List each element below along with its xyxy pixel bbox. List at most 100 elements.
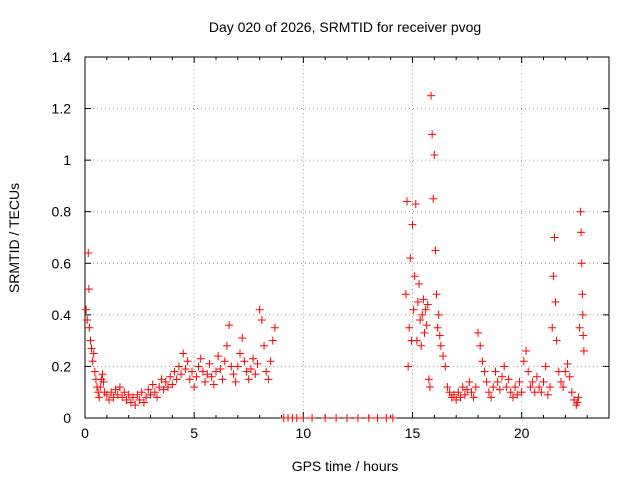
data-point — [439, 352, 448, 361]
data-point — [244, 375, 253, 384]
data-point — [174, 362, 183, 371]
data-point — [137, 388, 146, 397]
x-tick-label: 15 — [405, 425, 421, 441]
data-point — [207, 372, 216, 381]
data-point — [452, 395, 461, 404]
data-point — [476, 341, 485, 350]
data-point — [115, 383, 124, 392]
data-point — [131, 401, 140, 410]
data-point — [214, 352, 223, 361]
y-tick-label: 1.2 — [52, 101, 72, 117]
data-point — [445, 388, 454, 397]
data-point — [364, 414, 373, 422]
data-point — [419, 295, 428, 304]
data-point — [491, 367, 500, 376]
data-point — [500, 362, 509, 371]
data-point — [535, 383, 544, 392]
data-point — [177, 370, 186, 379]
data-point — [498, 372, 507, 381]
data-point — [212, 367, 220, 376]
data-point — [549, 272, 558, 281]
data-point — [493, 377, 502, 386]
data-point — [517, 388, 526, 397]
data-point — [135, 395, 144, 404]
data-point — [578, 290, 587, 299]
gridlines — [85, 57, 609, 418]
x-tick-label: 5 — [190, 425, 198, 441]
data-point — [95, 393, 104, 402]
data-point — [222, 341, 231, 350]
data-point — [478, 357, 487, 366]
data-point — [266, 357, 275, 366]
data-point — [172, 375, 181, 384]
data-point — [201, 377, 210, 386]
data-point — [508, 393, 517, 402]
data-point — [482, 377, 491, 386]
data-point — [98, 370, 107, 379]
data-point — [577, 228, 586, 237]
data-point — [430, 150, 439, 159]
data-point — [89, 349, 98, 358]
data-point — [433, 323, 442, 332]
data-point — [257, 316, 266, 325]
data-point — [181, 365, 190, 374]
data-point — [567, 388, 576, 397]
data-points — [82, 91, 588, 422]
data-point — [203, 370, 212, 379]
data-point — [142, 393, 151, 402]
data-point — [238, 334, 247, 343]
data-point — [146, 390, 155, 399]
data-point — [236, 349, 245, 358]
data-point — [412, 336, 421, 345]
data-point — [144, 385, 153, 394]
data-point — [548, 323, 557, 332]
data-point — [458, 383, 467, 392]
data-point — [559, 383, 568, 392]
data-point — [107, 388, 116, 397]
data-point — [139, 398, 148, 407]
data-point — [434, 310, 443, 319]
chart-title: Day 020 of 2026, SRMTID for receiver pvo… — [209, 19, 481, 35]
x-axis-label: GPS time / hours — [292, 458, 399, 474]
data-point — [575, 323, 584, 332]
data-point — [422, 321, 431, 330]
x-tick-label: 20 — [514, 425, 530, 441]
data-point — [194, 362, 203, 371]
data-point — [484, 388, 493, 397]
data-point — [205, 359, 214, 368]
data-point — [209, 380, 218, 389]
y-tick-label: 0 — [63, 410, 71, 426]
data-point — [423, 300, 432, 309]
data-point — [343, 414, 351, 422]
data-point — [573, 398, 582, 407]
data-point — [454, 388, 463, 397]
data-point — [253, 359, 262, 368]
data-point — [84, 285, 93, 294]
data-point — [401, 290, 410, 299]
data-point — [96, 383, 105, 392]
data-point — [519, 357, 528, 366]
data-point — [185, 375, 194, 384]
data-point — [579, 346, 588, 355]
data-point — [537, 388, 546, 397]
data-point — [129, 393, 138, 402]
data-point — [489, 383, 498, 392]
data-point — [561, 367, 570, 376]
data-point — [552, 336, 561, 345]
data-point — [260, 341, 269, 350]
data-point — [170, 367, 179, 376]
data-point — [148, 380, 157, 389]
data-point — [416, 316, 425, 325]
y-tick-labels: 0 0.2 0.4 0.6 0.8 1 1.2 1.4 — [52, 49, 72, 426]
data-point — [403, 197, 412, 206]
data-point — [578, 310, 587, 319]
data-point — [467, 388, 476, 397]
data-point — [196, 354, 205, 363]
data-point — [163, 383, 172, 392]
data-point — [443, 383, 452, 392]
data-point — [417, 341, 426, 350]
data-point — [113, 390, 122, 399]
data-point — [231, 377, 240, 386]
data-point — [526, 383, 535, 392]
data-point — [551, 297, 560, 306]
